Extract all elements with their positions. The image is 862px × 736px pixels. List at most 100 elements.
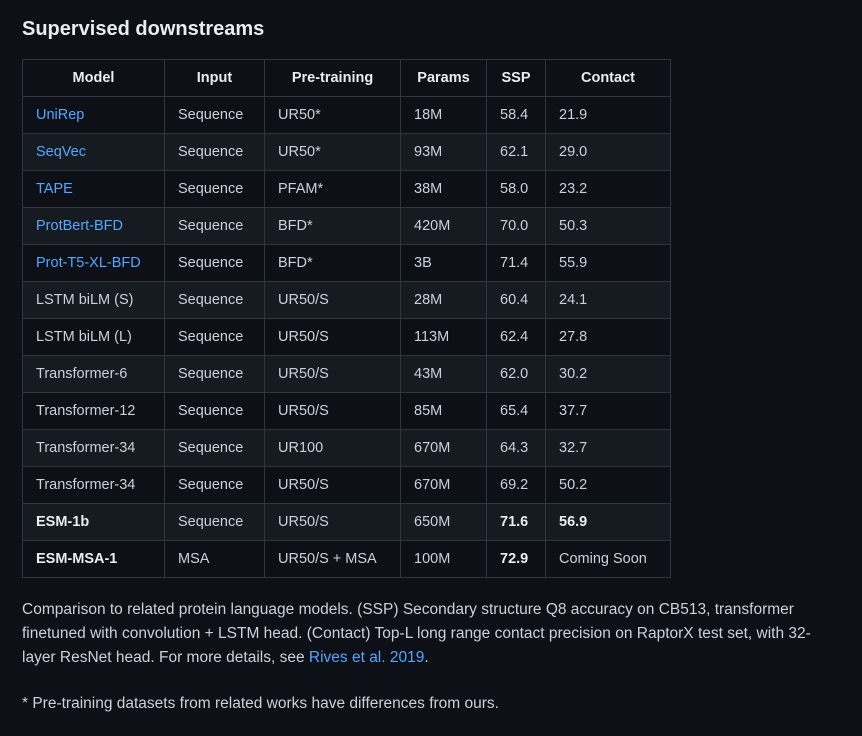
- model-link[interactable]: Prot-T5-XL-BFD: [36, 255, 141, 271]
- params-cell: 670M: [400, 466, 487, 504]
- pretraining-cell: UR50/S: [264, 355, 401, 393]
- ssp-cell: 58.4: [486, 96, 546, 134]
- ssp-cell: 69.2: [486, 466, 546, 504]
- model-cell: Transformer-12: [22, 392, 165, 430]
- input-cell: MSA: [164, 540, 265, 578]
- model-cell: Transformer-6: [22, 355, 165, 393]
- contact-cell: 50.2: [545, 466, 671, 504]
- params-cell: 85M: [400, 392, 487, 430]
- page-title: Supervised downstreams: [22, 18, 265, 40]
- pretraining-cell: PFAM*: [264, 170, 401, 208]
- input-cell: Sequence: [164, 392, 265, 430]
- model-comparison-table: Model Input Pre-training Params SSP Cont…: [22, 59, 671, 578]
- ssp-cell: 70.0: [486, 207, 546, 245]
- model-cell: SeqVec: [22, 133, 165, 171]
- contact-cell: 55.9: [545, 244, 671, 282]
- input-cell: Sequence: [164, 133, 265, 171]
- table-row: ESM-1b Sequence UR50/S 650M 71.6 56.9: [22, 503, 671, 541]
- caption-text-before: Comparison to related protein language m…: [22, 601, 811, 666]
- model-link[interactable]: TAPE: [36, 181, 73, 197]
- table-row: Transformer-6 Sequence UR50/S 43M 62.0 3…: [22, 355, 671, 393]
- ssp-cell: 72.9: [486, 540, 546, 578]
- params-cell: 650M: [400, 503, 487, 541]
- table-row: Prot-T5-XL-BFD Sequence BFD* 3B 71.4 55.…: [22, 244, 671, 282]
- pretraining-cell: UR50*: [264, 96, 401, 134]
- contact-cell: 56.9: [545, 503, 671, 541]
- pretraining-cell: UR50/S: [264, 503, 401, 541]
- table-row: SeqVec Sequence UR50* 93M 62.1 29.0: [22, 133, 671, 171]
- input-cell: Sequence: [164, 96, 265, 134]
- table-row: ProtBert-BFD Sequence BFD* 420M 70.0 50.…: [22, 207, 671, 245]
- input-cell: Sequence: [164, 466, 265, 504]
- pretraining-cell: UR50/S + MSA: [264, 540, 401, 578]
- header-params: Params: [400, 59, 487, 97]
- input-cell: Sequence: [164, 281, 265, 319]
- pretraining-cell: UR50/S: [264, 392, 401, 430]
- table-row: TAPE Sequence PFAM* 38M 58.0 23.2: [22, 170, 671, 208]
- contact-cell: 32.7: [545, 429, 671, 467]
- contact-cell: 23.2: [545, 170, 671, 208]
- ssp-cell: 71.4: [486, 244, 546, 282]
- table-row: UniRep Sequence UR50* 18M 58.4 21.9: [22, 96, 671, 134]
- pretraining-cell: BFD*: [264, 244, 401, 282]
- input-cell: Sequence: [164, 503, 265, 541]
- table-body: UniRep Sequence UR50* 18M 58.4 21.9 SeqV…: [22, 96, 671, 578]
- rives-citation-link[interactable]: Rives et al. 2019: [308, 649, 425, 666]
- ssp-cell: 62.4: [486, 318, 546, 356]
- contact-cell: 27.8: [545, 318, 671, 356]
- contact-cell: 30.2: [545, 355, 671, 393]
- model-cell: ESM-1b: [22, 503, 165, 541]
- contact-cell: Coming Soon: [545, 540, 671, 578]
- table-row: Transformer-12 Sequence UR50/S 85M 65.4 …: [22, 392, 671, 430]
- params-cell: 113M: [400, 318, 487, 356]
- model-link[interactable]: ProtBert-BFD: [36, 218, 124, 234]
- table-row: Transformer-34 Sequence UR100 670M 64.3 …: [22, 429, 671, 467]
- model-link[interactable]: SeqVec: [36, 144, 86, 160]
- input-cell: Sequence: [164, 318, 265, 356]
- input-cell: Sequence: [164, 244, 265, 282]
- model-cell: ESM-MSA-1: [22, 540, 165, 578]
- params-cell: 3B: [400, 244, 487, 282]
- model-cell: LSTM biLM (S): [22, 281, 165, 319]
- table-row: LSTM biLM (L) Sequence UR50/S 113M 62.4 …: [22, 318, 671, 356]
- params-cell: 38M: [400, 170, 487, 208]
- model-cell: Transformer-34: [22, 466, 165, 504]
- params-cell: 43M: [400, 355, 487, 393]
- table-row: LSTM biLM (S) Sequence UR50/S 28M 60.4 2…: [22, 281, 671, 319]
- header-ssp: SSP: [486, 59, 546, 97]
- input-cell: Sequence: [164, 207, 265, 245]
- params-cell: 93M: [400, 133, 487, 171]
- model-cell: Transformer-34: [22, 429, 165, 467]
- pretraining-cell: UR50/S: [264, 281, 401, 319]
- contact-cell: 29.0: [545, 133, 671, 171]
- input-cell: Sequence: [164, 429, 265, 467]
- input-cell: Sequence: [164, 170, 265, 208]
- pretraining-cell: UR50*: [264, 133, 401, 171]
- model-cell: LSTM biLM (L): [22, 318, 165, 356]
- ssp-cell: 62.0: [486, 355, 546, 393]
- ssp-cell: 71.6: [486, 503, 546, 541]
- contact-cell: 37.7: [545, 392, 671, 430]
- table-row: ESM-MSA-1 MSA UR50/S + MSA 100M 72.9 Com…: [22, 540, 671, 578]
- ssp-cell: 64.3: [486, 429, 546, 467]
- header-model: Model: [22, 59, 165, 97]
- contact-cell: 21.9: [545, 96, 671, 134]
- params-cell: 670M: [400, 429, 487, 467]
- table-header: Model Input Pre-training Params SSP Cont…: [22, 59, 671, 97]
- input-cell: Sequence: [164, 355, 265, 393]
- header-row: Model Input Pre-training Params SSP Cont…: [22, 59, 671, 97]
- contact-cell: 24.1: [545, 281, 671, 319]
- caption-text-after: .: [424, 649, 429, 666]
- params-cell: 420M: [400, 207, 487, 245]
- table-caption: Comparison to related protein language m…: [22, 598, 840, 670]
- params-cell: 18M: [400, 96, 487, 134]
- table-row: Transformer-34 Sequence UR50/S 670M 69.2…: [22, 466, 671, 504]
- pretraining-cell: BFD*: [264, 207, 401, 245]
- model-cell: Prot-T5-XL-BFD: [22, 244, 165, 282]
- pretraining-cell: UR50/S: [264, 466, 401, 504]
- model-link[interactable]: UniRep: [36, 107, 85, 123]
- ssp-cell: 65.4: [486, 392, 546, 430]
- params-cell: 100M: [400, 540, 487, 578]
- header-contact: Contact: [545, 59, 671, 97]
